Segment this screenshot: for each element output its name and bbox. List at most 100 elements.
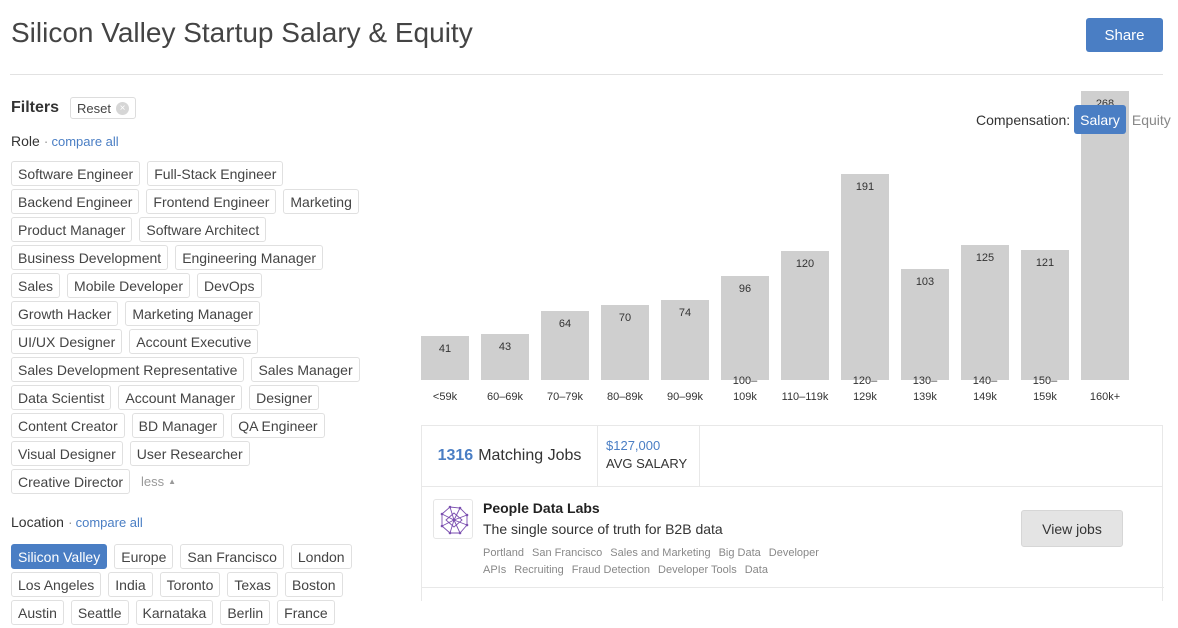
location-tag-austin[interactable]: Austin	[11, 600, 64, 625]
less-label: less	[141, 474, 165, 489]
role-tag-creative-director[interactable]: Creative Director	[11, 469, 131, 494]
chart-bar[interactable]	[541, 311, 589, 380]
location-tag-karnataka[interactable]: Karnataka	[135, 600, 214, 625]
company-category-developer-tools[interactable]: Developer Tools	[658, 564, 737, 576]
company-category-data[interactable]: Data	[744, 564, 768, 576]
role-tag-business-development[interactable]: Business Development	[11, 245, 169, 270]
chart-bar[interactable]	[481, 334, 529, 380]
company-name[interactable]: People Data Labs	[483, 500, 600, 516]
role-tag-ui-ux-designer[interactable]: UI/UX Designer	[11, 329, 123, 354]
location-tag-silicon-valley[interactable]: Silicon Valley	[11, 544, 108, 569]
chart-bar[interactable]	[601, 305, 649, 380]
filters-header: Filters Reset ×	[11, 95, 381, 121]
x-tick-label: 80–89k	[606, 391, 644, 403]
role-tag-growth-hacker[interactable]: Growth Hacker	[11, 301, 119, 326]
role-tag-marketing-manager[interactable]: Marketing Manager	[125, 301, 260, 326]
bar-value-label: 64	[558, 318, 572, 330]
chart-bar[interactable]	[661, 300, 709, 380]
x-tick-label: 90–99k	[666, 391, 704, 403]
location-tag-berlin[interactable]: Berlin	[220, 600, 271, 625]
location-tags: Silicon Valley Europe San Francisco London L…	[11, 544, 376, 628]
role-tag-sales[interactable]: Sales	[11, 273, 61, 298]
chart-bar[interactable]	[781, 251, 829, 380]
x-tick-label: 70–79k	[546, 391, 584, 403]
bar-value-label: 120	[795, 258, 815, 270]
chart-bar[interactable]	[1081, 91, 1129, 380]
role-tag-qa-engineer[interactable]: QA Engineer	[231, 413, 325, 438]
location-tag-london[interactable]: London	[290, 544, 352, 569]
role-tag-backend-engineer[interactable]: Backend Engineer	[11, 189, 140, 214]
less-toggle[interactable]: less ▲	[137, 469, 180, 494]
role-tag-full-stack-engineer[interactable]: Full-Stack Engineer	[147, 161, 284, 186]
bar-value-label: 74	[678, 307, 692, 319]
role-tag-designer[interactable]: Designer	[249, 385, 320, 410]
company-category-san-francisco[interactable]: San Francisco	[531, 547, 603, 559]
x-tick-label: 100–	[732, 375, 758, 387]
location-tag-toronto[interactable]: Toronto	[159, 572, 221, 597]
x-tick-label: 150–	[1032, 375, 1058, 387]
company-category-developer-apis[interactable]: Developer APIs	[483, 547, 819, 576]
company-category-big-data[interactable]: Big Data	[718, 547, 761, 559]
role-tag-visual-designer[interactable]: Visual Designer	[11, 441, 123, 466]
company-category-fraud-detection[interactable]: Fraud Detection	[571, 564, 651, 576]
role-tag-sales-development-representative[interactable]: Sales Development Representative	[11, 357, 245, 382]
role-tag-content-creator[interactable]: Content Creator	[11, 413, 125, 438]
salary-toggle-button[interactable]: Salary	[1074, 105, 1126, 134]
location-tag-europe[interactable]: Europe	[114, 544, 174, 569]
role-tag-software-architect[interactable]: Software Architect	[139, 217, 267, 242]
company-category-portland[interactable]: Portland	[483, 547, 524, 559]
filters-title: Filters	[11, 99, 60, 116]
results-summary: 1316 Matching Jobs $127,000 AVG SALARY	[422, 426, 1162, 487]
chart-bar[interactable]	[901, 269, 949, 380]
company-divider	[422, 587, 1164, 588]
company-logo[interactable]	[433, 499, 473, 539]
page-title: Silicon Valley Startup Salary & Equity	[11, 17, 473, 48]
company-category-sales-and-marketing[interactable]: Sales and Marketing	[610, 547, 711, 559]
chart-bar[interactable]	[1021, 250, 1069, 380]
location-tag-france[interactable]: France	[277, 600, 335, 625]
location-tag-san-francisco[interactable]: San Francisco	[180, 544, 284, 569]
role-tag-devops[interactable]: DevOps	[196, 273, 262, 298]
x-tick-label: 149k	[973, 391, 997, 403]
x-tick-label: 109k	[733, 391, 757, 403]
x-tick-label: 159k	[1033, 391, 1057, 403]
role-tag-frontend-engineer[interactable]: Frontend Engineer	[146, 189, 277, 214]
equity-toggle-button[interactable]: Equity	[1131, 111, 1171, 128]
location-compare-link[interactable]: compare all	[75, 515, 143, 530]
share-button[interactable]: Share	[1086, 18, 1163, 52]
location-tag-india[interactable]: India	[108, 572, 153, 597]
role-tag-data-scientist[interactable]: Data Scientist	[11, 385, 112, 410]
role-tag-account-manager[interactable]: Account Manager	[118, 385, 243, 410]
role-tag-sales-manager[interactable]: Sales Manager	[251, 357, 360, 382]
matching-label: Matching Jobs	[478, 447, 582, 464]
x-tick-label: 130–	[912, 375, 938, 387]
view-jobs-button[interactable]: View jobs	[1021, 510, 1123, 547]
reset-button[interactable]: Reset ×	[70, 97, 136, 119]
x-tick-label: 129k	[853, 391, 877, 403]
role-tag-engineering-manager[interactable]: Engineering Manager	[175, 245, 324, 270]
role-tag-user-researcher[interactable]: User Researcher	[129, 441, 250, 466]
chart-bar[interactable]	[961, 245, 1009, 380]
location-tag-boston[interactable]: Boston	[284, 572, 343, 597]
role-tag-bd-manager[interactable]: BD Manager	[131, 413, 225, 438]
compensation-label: Compensation:	[976, 111, 1071, 128]
role-tag-software-engineer[interactable]: Software Engineer	[11, 161, 141, 186]
salary-histogram: 41 <59k 43 60–69k 64 70–79k 70 80–89k 74 90–99k 96…	[400, 80, 1160, 420]
location-tag-texas[interactable]: Texas	[227, 572, 278, 597]
caret-up-icon: ▲	[168, 477, 177, 486]
role-tag-product-manager[interactable]: Product Manager	[11, 217, 133, 242]
avg-salary-value: $127,000	[606, 438, 661, 453]
chart-bar[interactable]	[421, 336, 469, 380]
bar-value-label: 121	[1035, 257, 1055, 269]
role-tag-mobile-developer[interactable]: Mobile Developer	[67, 273, 190, 298]
company-category-recruiting[interactable]: Recruiting	[514, 564, 564, 576]
location-section-header: Location · compare all	[11, 514, 143, 530]
role-compare-link[interactable]: compare all	[51, 134, 119, 149]
role-tag-marketing[interactable]: Marketing	[283, 189, 359, 214]
role-tag-account-executive[interactable]: Account Executive	[129, 329, 259, 354]
chart-bar[interactable]	[721, 276, 769, 380]
company-categories: Portland San Francisco Sales and Marketing…	[483, 545, 923, 579]
location-tag-los-angeles[interactable]: Los Angeles	[11, 572, 102, 597]
chart-bar[interactable]	[841, 174, 889, 380]
location-tag-seattle[interactable]: Seattle	[70, 600, 129, 625]
